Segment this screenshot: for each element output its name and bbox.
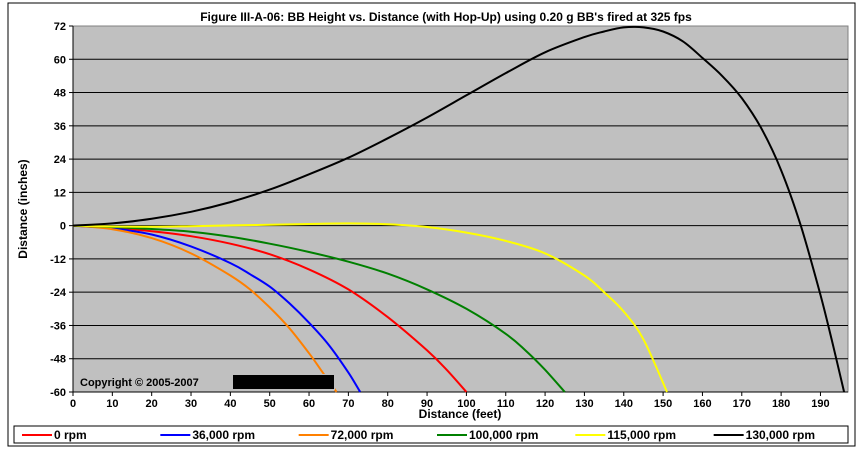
series-line-130-000-rpm — [72, 25, 846, 393]
legend-label-36-000-rpm: 36,000 rpm — [192, 428, 255, 442]
x-tick-label: 80 — [382, 398, 394, 410]
x-tick-label: 20 — [146, 398, 158, 410]
x-tick-label: 120 — [536, 398, 554, 410]
x-tick-label: 10 — [106, 398, 118, 410]
legend-label-72-000-rpm: 72,000 rpm — [331, 428, 394, 442]
x-tick-label: 50 — [264, 398, 276, 410]
x-tick-label: 100 — [457, 398, 475, 410]
x-axis-label: Distance (feet) — [419, 407, 502, 421]
x-tick-label: 90 — [421, 398, 433, 410]
legend-label-100-000-rpm: 100,000 rpm — [469, 428, 538, 442]
y-tick-label: 60 — [54, 54, 66, 66]
y-tick-label: -36 — [50, 320, 66, 332]
x-tick-label: 170 — [733, 398, 751, 410]
x-tick-label: 150 — [654, 398, 672, 410]
series-line-100-000-rpm — [72, 224, 566, 393]
y-tick-label: 24 — [54, 154, 67, 166]
x-tick-label: 30 — [185, 398, 197, 410]
legend-label-115-000-rpm: 115,000 rpm — [607, 428, 676, 442]
y-tick-label: 48 — [54, 88, 66, 100]
x-tick-label: 0 — [70, 398, 76, 410]
legend-label-0-rpm: 0 rpm — [54, 428, 87, 442]
y-tick-label: 36 — [54, 121, 66, 133]
chart-title: Figure III-A-06: BB Height vs. Distance … — [200, 10, 692, 24]
x-tick-label: 60 — [303, 398, 315, 410]
plot-area — [72, 25, 849, 393]
copyright-text: Copyright © 2005-2007 — [80, 377, 199, 389]
legend: 0 rpm 36,000 rpm 72,000 rpm 100,000 rpm 115,… — [22, 428, 815, 442]
series-line-0-rpm — [72, 224, 468, 393]
grid-layer — [73, 58, 848, 360]
x-tick-label: 110 — [497, 398, 515, 410]
copyright-annotation: Copyright © 2005-2007 — [76, 374, 335, 390]
x-tick-label: 190 — [811, 398, 829, 410]
y-tick-label: 12 — [54, 187, 66, 199]
series-line-36-000-rpm — [72, 224, 362, 393]
y-tick-label: 72 — [54, 21, 66, 33]
x-tick-label: 180 — [772, 398, 790, 410]
series-line-115-000-rpm — [72, 222, 668, 393]
y-tick-label: -48 — [50, 354, 66, 366]
x-tick-label: 40 — [224, 398, 236, 410]
legend-box — [13, 425, 849, 444]
legend-label-130-000-rpm: 130,000 rpm — [746, 428, 815, 442]
series-line-72-000-rpm — [72, 224, 338, 393]
y-tick-label: -60 — [50, 387, 66, 399]
y-tick-label: 0 — [60, 221, 66, 233]
y-axis-label: Distance (inches) — [16, 159, 30, 258]
y-tick-label: -24 — [50, 287, 67, 299]
x-tick-label: 70 — [342, 398, 354, 410]
x-tick-label: 140 — [615, 398, 633, 410]
series-layer — [72, 25, 846, 393]
x-tick-label: 160 — [693, 398, 711, 410]
x-tick-label: 130 — [575, 398, 593, 410]
y-tick-label: -12 — [50, 254, 66, 266]
copyright-redaction-block — [233, 375, 334, 389]
